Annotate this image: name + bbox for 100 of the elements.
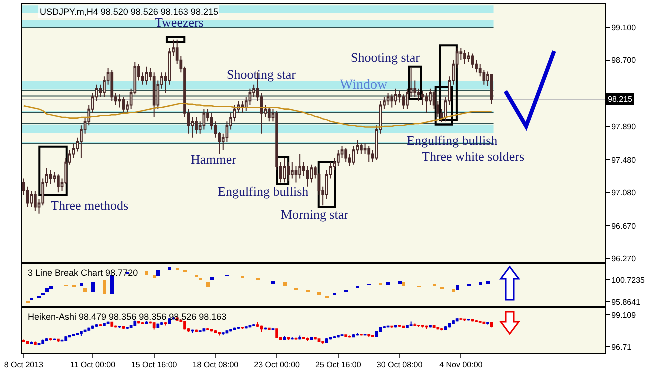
candlestick [34, 341, 37, 346]
bar [49, 286, 53, 289]
candlestick [80, 330, 83, 337]
y-tick-label: 99.109 [612, 310, 637, 320]
candlestick [233, 327, 236, 331]
candlestick [138, 320, 140, 324]
candlestick [164, 322, 168, 326]
bar [110, 275, 114, 294]
bar [479, 282, 482, 285]
candlestick [372, 334, 374, 338]
candlestick [360, 334, 363, 336]
candlestick [490, 322, 494, 328]
candlestick [460, 318, 463, 321]
candlestick [68, 334, 72, 338]
candlestick [184, 320, 186, 330]
bar [80, 283, 83, 286]
candlestick [141, 322, 144, 325]
candlestick [195, 329, 198, 333]
candlestick [471, 53, 474, 69]
candlestick [22, 339, 26, 343]
candlestick [386, 92, 390, 106]
candlestick [383, 326, 386, 329]
x-tick-label: 30 Oct 08:00 [376, 360, 424, 370]
candlestick [287, 162, 290, 182]
annotation: Shooting star [227, 67, 297, 82]
candlestick [195, 116, 198, 134]
candlestick [45, 338, 48, 342]
annotation: Shooting star [351, 50, 421, 65]
candlestick [222, 332, 225, 336]
y-tick-label: 100.7235 [612, 276, 646, 285]
candlestick [452, 320, 455, 325]
candlestick [156, 323, 160, 329]
band-label: Window [340, 78, 389, 93]
bar [486, 281, 490, 284]
bar [210, 277, 214, 280]
bar [156, 270, 160, 276]
candlestick [276, 328, 278, 339]
annotation: Three methods [51, 198, 129, 213]
candlestick [88, 327, 91, 332]
candlestick [244, 326, 248, 330]
chart-title: USDJPY.m,H4 98.520 98.526 98.163 98.215 [40, 7, 218, 17]
bar [317, 292, 321, 295]
chart-title: Heiken-Ashi 98.479 98.356 98.356 98.526 98.163 [28, 312, 227, 322]
candlestick [99, 324, 102, 327]
annotation: Three white solders [422, 149, 525, 164]
candlestick [76, 332, 80, 336]
candlestick [92, 325, 94, 330]
candlestick [152, 72, 156, 118]
candlestick [145, 320, 148, 325]
y-tick-label: 95.8641 [612, 298, 642, 307]
candlestick [191, 329, 194, 334]
candlestick [471, 318, 474, 322]
candlestick [368, 334, 371, 338]
ref-line-label: 98.215 [608, 95, 634, 104]
candlestick [310, 164, 314, 184]
candlestick [482, 322, 486, 325]
candlestick [260, 325, 264, 333]
candlestick [287, 336, 290, 341]
candlestick [322, 340, 325, 345]
bar [452, 289, 455, 292]
candlestick [456, 318, 459, 322]
candlestick [360, 143, 363, 155]
candlestick [145, 66, 148, 86]
candlestick [110, 322, 114, 328]
candlestick [290, 336, 294, 340]
candlestick [336, 150, 340, 167]
candlestick [314, 337, 317, 340]
candlestick [210, 328, 214, 332]
candlestick [42, 339, 45, 345]
candlestick [475, 320, 478, 323]
candlestick [410, 321, 413, 327]
annotation: Hammer [191, 152, 238, 167]
candlestick [126, 326, 129, 330]
x-tick-label: 4 Nov 00:00 [440, 360, 484, 370]
candlestick [436, 326, 440, 330]
candlestick [168, 318, 172, 325]
candlestick [464, 50, 466, 65]
candlestick [302, 336, 306, 340]
candlestick [333, 336, 336, 339]
bar [283, 282, 287, 286]
candlestick [268, 107, 271, 122]
candlestick [110, 70, 114, 102]
candlestick [103, 322, 106, 327]
candlestick [394, 88, 398, 106]
bar [168, 267, 171, 270]
candlestick [30, 190, 34, 208]
candlestick [57, 174, 60, 194]
annotation: Morning star [281, 207, 350, 222]
candlestick [310, 337, 314, 341]
candlestick [344, 148, 348, 163]
candlestick [134, 320, 137, 327]
y-tick-label: 96.71 [612, 342, 632, 352]
bar [145, 271, 148, 275]
x-tick-label: 23 Oct 00:00 [254, 360, 301, 370]
candlestick [122, 96, 126, 114]
candlestick [283, 158, 286, 184]
candlestick [490, 74, 494, 105]
candlestick [198, 330, 202, 333]
candlestick [421, 324, 424, 328]
candlestick [202, 108, 206, 130]
